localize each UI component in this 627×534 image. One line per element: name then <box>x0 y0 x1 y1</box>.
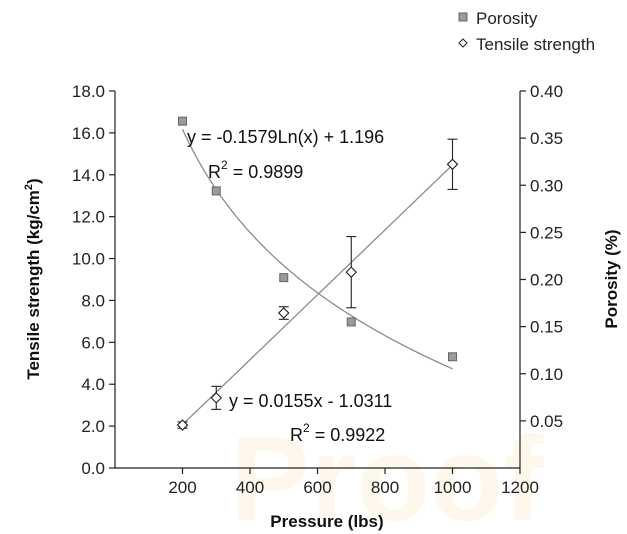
porosity-point <box>279 273 289 283</box>
left-tick-label: 2.0 <box>81 417 105 436</box>
tensile-point <box>176 419 189 431</box>
right-tick-label: 0.10 <box>530 365 563 384</box>
left-tick-label: 4.0 <box>81 375 105 394</box>
porosity-point <box>178 116 187 126</box>
porosity-point <box>211 186 221 196</box>
left-tick-label: 18.0 <box>72 82 105 101</box>
tensile-point <box>345 266 358 278</box>
linear-r-squared-value: = 0.9922 <box>310 425 386 445</box>
x-tick-label: 800 <box>371 478 399 497</box>
log-equation: y = -0.1579Ln(x) + 1.196 <box>187 127 384 147</box>
left-tick-label: 16.0 <box>72 124 105 143</box>
x-axis-title: Pressure (lbs) <box>270 512 383 531</box>
tensile-point <box>277 307 290 319</box>
left-tick-label: 6.0 <box>81 333 105 352</box>
right-tick-label: 0.40 <box>530 82 563 101</box>
right-tick-label: 0.30 <box>530 176 563 195</box>
x-tick-label: 200 <box>168 478 196 497</box>
tensile-series <box>176 138 459 431</box>
left-tick-label: 12.0 <box>72 208 105 227</box>
x-tick-label: 400 <box>236 478 264 497</box>
legend: Porosity Tensile strength <box>458 9 595 54</box>
legend-porosity-marker <box>458 12 468 22</box>
left-tick-label: 14.0 <box>72 166 105 185</box>
porosity-point <box>448 352 457 362</box>
right-tick-label: 0.15 <box>530 318 563 337</box>
porosity-point <box>346 317 356 327</box>
watermark: Proof <box>230 412 544 534</box>
linear-equation: y = 0.0155x - 1.0311 <box>229 391 392 411</box>
right-tick-label: 0.25 <box>530 223 563 242</box>
right-axis-ticks: 0.05 0.10 0.15 0.20 0.25 0.30 0.35 0.40 <box>520 82 563 431</box>
x-tick-label: 1200 <box>501 478 539 497</box>
tensile-trendline <box>182 164 453 426</box>
legend-porosity-label: Porosity <box>476 9 538 28</box>
right-tick-label: 0.35 <box>530 129 563 148</box>
legend-tensile-label: Tensile strength <box>476 35 595 54</box>
left-tick-label: 0.0 <box>81 459 105 478</box>
linear-r-squared: R2 = 0.9922 <box>290 421 385 445</box>
legend-tensile-marker <box>458 38 468 48</box>
left-tick-label: 10.0 <box>72 250 105 269</box>
x-tick-label: 600 <box>303 478 331 497</box>
x-axis-ticks: 200 400 600 800 1000 1200 <box>168 468 539 497</box>
tensile-point <box>210 392 223 404</box>
right-axis-title: Porosity (%) <box>602 229 621 328</box>
right-tick-label: 0.05 <box>530 412 563 431</box>
log-r-squared-value: = 0.9899 <box>228 162 304 182</box>
left-axis-title: Tensile strength (kg/cm2) <box>23 178 43 379</box>
porosity-series <box>178 116 457 362</box>
x-tick-label: 1000 <box>434 478 472 497</box>
right-tick-label: 0.20 <box>530 271 563 290</box>
left-axis-title-sup: 2 <box>23 184 35 190</box>
left-axis-ticks: 0.0 2.0 4.0 6.0 8.0 10.0 12.0 14.0 16.0 18.0 <box>72 82 115 478</box>
linear-r-squared-sup: 2 <box>303 421 310 435</box>
log-r-squared-sup: 2 <box>221 158 228 172</box>
log-r-squared: R2 = 0.9899 <box>208 158 303 182</box>
porosity-trendline <box>181 128 453 370</box>
tensile-point <box>446 158 459 171</box>
left-tick-label: 8.0 <box>81 291 105 310</box>
left-axis-title-close: ) <box>24 178 43 184</box>
